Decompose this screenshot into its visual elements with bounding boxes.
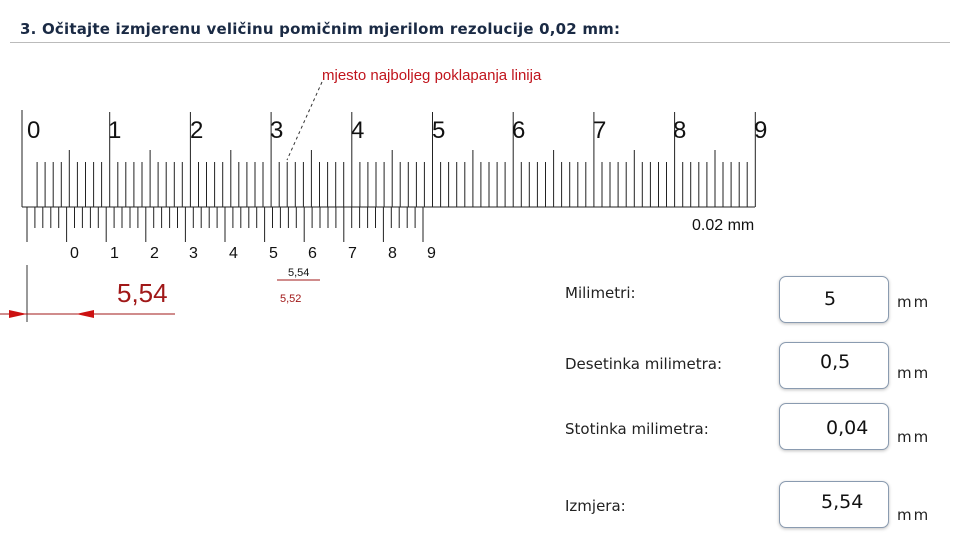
- row-label-stotinka: Stotinka milimetra:: [565, 420, 709, 438]
- answer-box-izmjera[interactable]: 5,54: [779, 481, 889, 528]
- unit-label: mm: [897, 428, 931, 446]
- main-scale-number: 4: [351, 117, 364, 144]
- answer-value: 5,54: [821, 491, 864, 513]
- vernier-number: 0: [70, 245, 79, 262]
- main-scale-numbers: 0 1 2 3 4 5 6 7 8 9: [27, 117, 767, 144]
- main-scale-number: 3: [270, 117, 283, 144]
- main-scale-number: 9: [754, 117, 767, 144]
- result-reading: 5,54: [117, 278, 168, 308]
- row-label-izmjera: Izmjera:: [565, 497, 626, 515]
- main-scale-number: 0: [27, 117, 40, 144]
- row-label-milimetri: Milimetri:: [565, 284, 636, 302]
- vernier-resolution-label: 0.02 mm: [692, 217, 754, 234]
- main-scale-number: 7: [593, 117, 606, 144]
- main-scale-number: 6: [512, 117, 525, 144]
- dimension-arrow-left: [9, 310, 27, 318]
- vernier-scale-ticks: [26, 207, 424, 242]
- small-reading-label-top: 5,54: [288, 267, 309, 279]
- main-scale-number: 5: [432, 117, 445, 144]
- vernier-number: 6: [308, 245, 317, 262]
- answer-value: 0,5: [820, 351, 851, 373]
- row-label-desetinka: Desetinka milimetra:: [565, 355, 723, 373]
- main-scale-ticks: [36, 112, 756, 207]
- page-title: 3. Očitajte izmjerenu veličinu pomičnim …: [20, 20, 621, 38]
- vernier-number: 3: [189, 245, 198, 262]
- vernier-number: 8: [388, 245, 397, 262]
- unit-label: mm: [897, 364, 931, 382]
- small-reading-label-bottom: 5,52: [280, 293, 301, 305]
- answer-value: 0,04: [826, 417, 869, 439]
- vernier-number: 4: [229, 245, 238, 262]
- dimension-arrow-right: [76, 310, 94, 318]
- vernier-number: 7: [348, 245, 357, 262]
- main-scale-number: 2: [190, 117, 203, 144]
- main-scale-number: 8: [673, 117, 686, 144]
- answer-box-desetinka[interactable]: 0,5: [779, 342, 889, 389]
- answer-box-stotinka[interactable]: 0,04: [779, 403, 889, 450]
- vernier-number: 5: [269, 245, 278, 262]
- annotation-leader-line: [286, 81, 323, 161]
- title-divider: [10, 42, 950, 43]
- vernier-number: 9: [427, 245, 436, 262]
- answer-value: 5: [824, 288, 837, 310]
- main-scale-number: 1: [108, 117, 121, 144]
- unit-label: mm: [897, 506, 931, 524]
- unit-label: mm: [897, 293, 931, 311]
- vernier-number: 1: [110, 245, 119, 262]
- answer-box-milimetri[interactable]: 5: [779, 276, 889, 323]
- vernier-number: 2: [150, 245, 159, 262]
- annotation-label: mjesto najboljeg poklapanja linija: [322, 67, 542, 84]
- vernier-scale-numbers: 0 1 2 3 4 5 6 7 8 9: [70, 245, 436, 262]
